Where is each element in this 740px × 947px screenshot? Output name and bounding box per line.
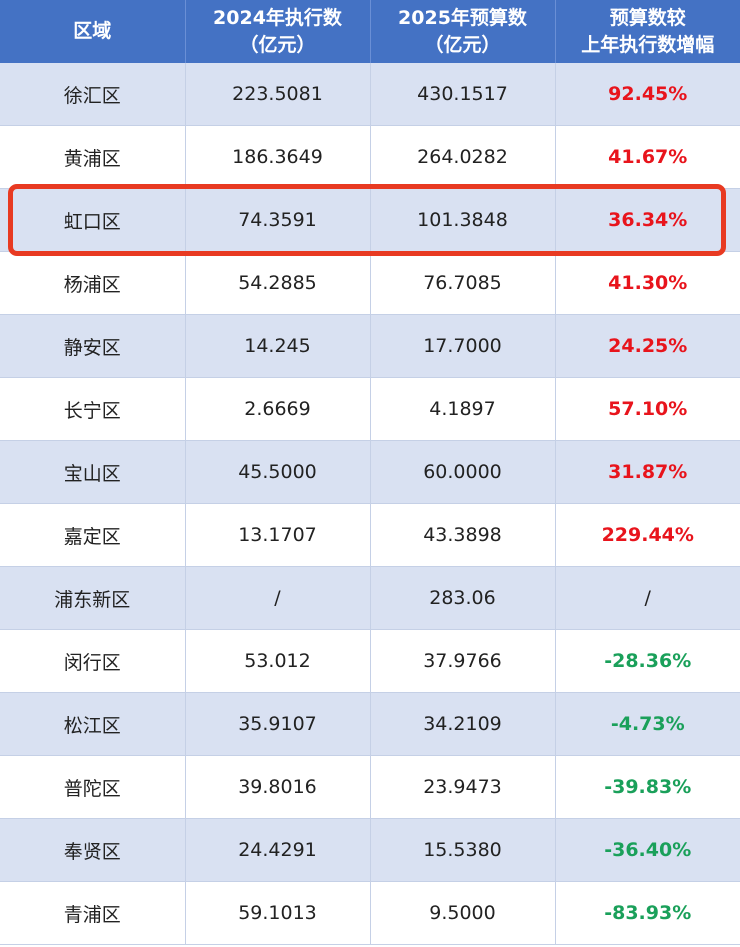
- cell-exec-2024: 13.1707: [185, 503, 371, 567]
- cell-growth: 24.25%: [555, 314, 740, 378]
- cell-growth: -83.93%: [555, 881, 740, 945]
- table-row: 奉贤区 24.4291 15.5380 -36.40%: [0, 818, 740, 882]
- table-row: 徐汇区 223.5081 430.1517 92.45%: [0, 63, 740, 126]
- table-row: 松江区 35.9107 34.2109 -4.73%: [0, 692, 740, 756]
- header-budget-2025-line-2: （亿元）: [424, 33, 501, 56]
- cell-district: 黄浦区: [0, 125, 186, 189]
- header-exec-2024-line-2: （亿元）: [239, 33, 316, 56]
- table-row: 长宁区 2.6669 4.1897 57.10%: [0, 377, 740, 441]
- header-growth: 预算数较 上年执行数增幅: [555, 0, 740, 63]
- cell-exec-2024: 59.1013: [185, 881, 371, 945]
- cell-exec-2024: 24.4291: [185, 818, 371, 882]
- cell-budget-2025: 23.9473: [370, 755, 556, 819]
- table-row: 黄浦区 186.3649 264.0282 41.67%: [0, 125, 740, 189]
- cell-district: 虹口区: [0, 188, 186, 252]
- header-district-line-1: 区域: [73, 20, 112, 42]
- header-growth-line-2: 上年执行数增幅: [581, 33, 715, 56]
- cell-growth: 41.30%: [555, 251, 740, 315]
- cell-exec-2024: 2.6669: [185, 377, 371, 441]
- cell-district: 闵行区: [0, 629, 186, 693]
- cell-budget-2025: 43.3898: [370, 503, 556, 567]
- header-budget-2025: 2025年预算数 （亿元）: [370, 0, 556, 63]
- cell-exec-2024: /: [185, 566, 371, 630]
- cell-exec-2024: 39.8016: [185, 755, 371, 819]
- cell-budget-2025: 34.2109: [370, 692, 556, 756]
- cell-growth: -4.73%: [555, 692, 740, 756]
- table-row: 杨浦区 54.2885 76.7085 41.30%: [0, 251, 740, 315]
- cell-district: 青浦区: [0, 881, 186, 945]
- header-row: 区域 2024年执行数 （亿元） 2025年预算数 （亿元） 预算数较 上年执行…: [0, 0, 740, 63]
- header-budget-2025-line-1: 2025年预算数: [398, 6, 527, 29]
- cell-budget-2025: 37.9766: [370, 629, 556, 693]
- cell-growth: -39.83%: [555, 755, 740, 819]
- table-body: 徐汇区 223.5081 430.1517 92.45% 黄浦区 186.3649 264.…: [0, 63, 740, 945]
- cell-exec-2024: 186.3649: [185, 125, 371, 189]
- cell-budget-2025: 101.3848: [370, 188, 556, 252]
- header-growth-line-1: 预算数较: [609, 6, 686, 29]
- cell-exec-2024: 223.5081: [185, 63, 371, 126]
- cell-budget-2025: 264.0282: [370, 125, 556, 189]
- cell-budget-2025: 76.7085: [370, 251, 556, 315]
- cell-district: 宝山区: [0, 440, 186, 504]
- cell-growth: 41.67%: [555, 125, 740, 189]
- cell-exec-2024: 45.5000: [185, 440, 371, 504]
- table-row: 静安区 14.245 17.7000 24.25%: [0, 314, 740, 378]
- table-row: 浦东新区/283.06/: [0, 566, 740, 630]
- cell-growth: 31.87%: [555, 440, 740, 504]
- cell-budget-2025: 15.5380: [370, 818, 556, 882]
- cell-district: 松江区: [0, 692, 186, 756]
- cell-exec-2024: 53.012: [185, 629, 371, 693]
- table-row: 虹口区 74.3591 101.3848 36.34%: [0, 188, 740, 252]
- header-exec-2024: 2024年执行数 （亿元）: [185, 0, 371, 63]
- table-row: 青浦区 59.1013 9.5000 -83.93%: [0, 881, 740, 945]
- table-row: 闵行区 53.012 37.9766 -28.36%: [0, 629, 740, 693]
- cell-budget-2025: 283.06: [370, 566, 556, 630]
- header-exec-2024-line-1: 2024年执行数: [213, 6, 342, 29]
- cell-district: 静安区: [0, 314, 186, 378]
- cell-growth: -36.40%: [555, 818, 740, 882]
- cell-district: 奉贤区: [0, 818, 186, 882]
- cell-district: 长宁区: [0, 377, 186, 441]
- cell-growth: 92.45%: [555, 63, 740, 126]
- cell-district: 杨浦区: [0, 251, 186, 315]
- cell-growth: 57.10%: [555, 377, 740, 441]
- cell-district: 浦东新区: [0, 566, 186, 630]
- header-district: 区域: [0, 0, 186, 63]
- cell-growth: 229.44%: [555, 503, 740, 567]
- cell-budget-2025: 17.7000: [370, 314, 556, 378]
- cell-exec-2024: 54.2885: [185, 251, 371, 315]
- table-row: 普陀区 39.8016 23.9473 -39.83%: [0, 755, 740, 819]
- cell-district: 普陀区: [0, 755, 186, 819]
- cell-budget-2025: 4.1897: [370, 377, 556, 441]
- cell-budget-2025: 60.0000: [370, 440, 556, 504]
- cell-exec-2024: 74.3591: [185, 188, 371, 252]
- table-row: 宝山区 45.5000 60.0000 31.87%: [0, 440, 740, 504]
- cell-district: 嘉定区: [0, 503, 186, 567]
- cell-exec-2024: 14.245: [185, 314, 371, 378]
- cell-budget-2025: 9.5000: [370, 881, 556, 945]
- cell-exec-2024: 35.9107: [185, 692, 371, 756]
- cell-growth: 36.34%: [555, 188, 740, 252]
- table-row: 嘉定区 13.1707 43.3898 229.44%: [0, 503, 740, 567]
- cell-growth: /: [555, 566, 740, 630]
- cell-budget-2025: 430.1517: [370, 63, 556, 126]
- table-header: 区域 2024年执行数 （亿元） 2025年预算数 （亿元） 预算数较 上年执行…: [0, 0, 740, 63]
- cell-district: 徐汇区: [0, 63, 186, 126]
- cell-growth: -28.36%: [555, 629, 740, 693]
